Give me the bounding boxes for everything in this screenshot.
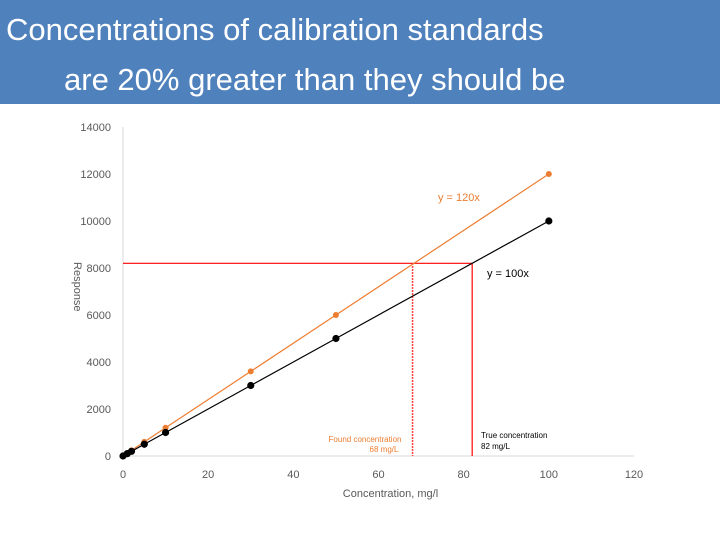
slide-title-line-1: Concentrations of calibration standards (6, 12, 544, 47)
chart-labels: Concentration, mg/l Response y = 120x y … (71, 192, 547, 500)
data-point (127, 447, 136, 455)
data-point (545, 217, 553, 225)
chart-marks (119, 171, 553, 460)
y-tick-label: 12000 (80, 169, 111, 181)
y-tick-label: 8000 (87, 263, 111, 275)
found-concentration-label: Found concentration (329, 435, 402, 444)
data-point (247, 381, 255, 390)
x-tick-label: 0 (120, 469, 126, 481)
x-tick-label: 120 (625, 469, 643, 481)
found-concentration-value: 68 mg/L (370, 445, 399, 454)
slide-title-line-2: are 20% greater than they should be (64, 62, 566, 97)
data-point (140, 440, 148, 448)
true-concentration-value: 82 mg/L (481, 442, 510, 451)
data-point (332, 312, 339, 318)
data-point (545, 171, 552, 177)
chart-axes: 0 2000 4000 6000 8000 10000 12000 14000 0 20 40 60 8… (80, 122, 643, 481)
y-axis-label: Response (71, 262, 83, 312)
series-label-orange: y = 120x (438, 192, 480, 204)
series-label-black: y = 100x (487, 268, 529, 280)
x-tick-label: 40 (287, 469, 299, 481)
y-tick-label: 10000 (80, 216, 111, 228)
y-tick-label: 2000 (87, 404, 111, 416)
x-tick-label: 80 (458, 469, 470, 481)
data-point (161, 428, 170, 437)
y-tick-label: 6000 (87, 310, 111, 322)
x-tick-label: 60 (372, 469, 384, 481)
y-tick-label: 0 (105, 451, 111, 463)
x-tick-label: 20 (202, 469, 214, 481)
y-tick-label: 14000 (80, 122, 111, 134)
x-axis-label: Concentration, mg/l (343, 488, 438, 500)
x-tick-label: 100 (540, 469, 558, 481)
data-point (332, 334, 340, 343)
data-point (247, 368, 254, 375)
true-concentration-label: True concentration (481, 431, 547, 440)
y-tick-label: 4000 (87, 357, 111, 369)
title-banner: Concentrations of calibration standards … (0, 0, 720, 104)
